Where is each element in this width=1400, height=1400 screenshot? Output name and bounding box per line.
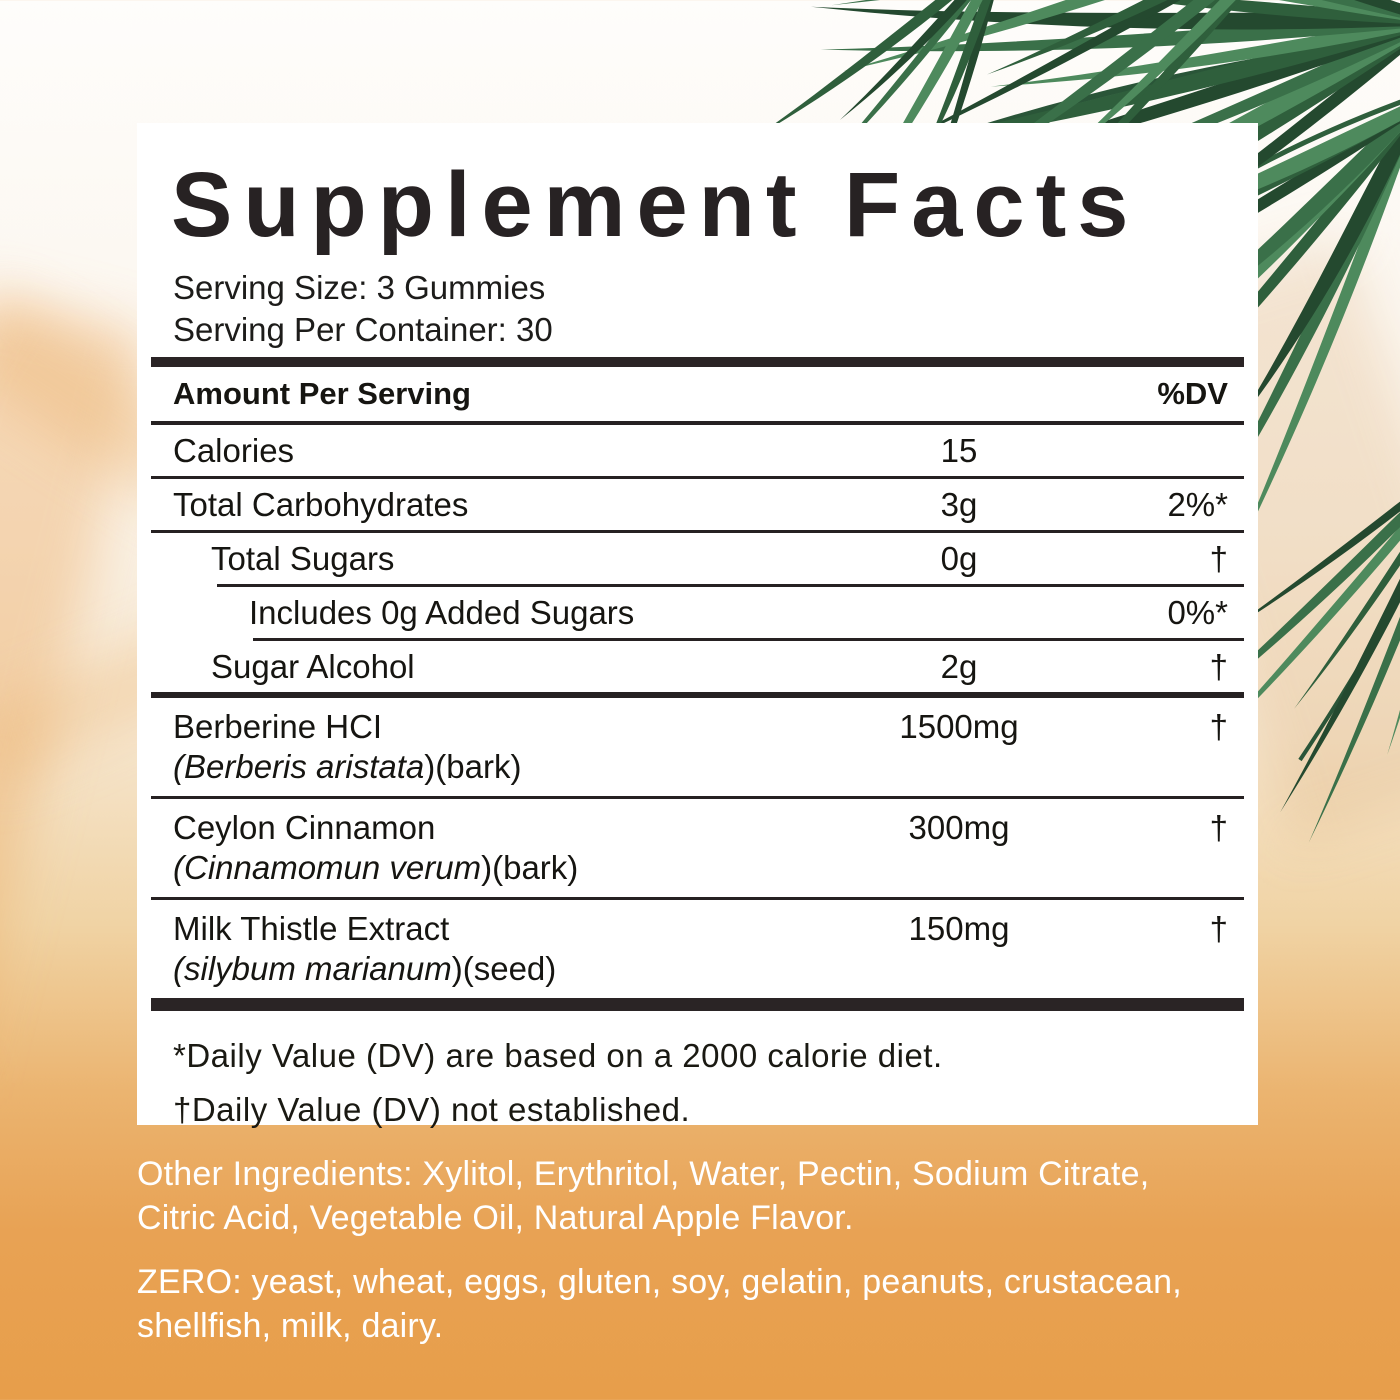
ingredient-name: Milk Thistle Extract — [173, 910, 450, 947]
other-ingredients-line1: Other Ingredients: Xylitol, Erythritol, … — [137, 1155, 1150, 1193]
row-name: Total Sugars — [211, 539, 395, 577]
serving-size: Serving Size: 3 Gummies — [173, 269, 546, 306]
footnote-dv-not-established: †Daily Value (DV) not established. — [173, 1091, 691, 1128]
zero-line2: shellfish, milk, dairy. — [137, 1307, 444, 1345]
ingredient-name: Ceylon Cinnamon — [173, 809, 436, 846]
row-amount: 0g — [940, 539, 978, 577]
thick-rule — [151, 692, 1244, 698]
table-row: Calories 15 — [151, 425, 1244, 476]
rule — [151, 476, 1244, 479]
ingredient-latin: (silybum marianum)(seed) — [173, 950, 557, 987]
row-dv: † — [1209, 539, 1228, 577]
row-amount: 15 — [940, 431, 978, 469]
row-name: Ceylon Cinnamon (Cinnamomun verum)(bark) — [151, 808, 824, 888]
palm-blade — [833, 0, 1400, 25]
bottom-statements: Other Ingredients: Xylitol, Erythritol, … — [137, 1152, 1377, 1348]
table-row: Includes 0g Added Sugars 0%* — [151, 587, 1244, 638]
palm-blade — [831, 0, 1300, 6]
row-dv: † — [1209, 910, 1228, 947]
dv-header: %DV — [1157, 376, 1228, 411]
thick-rule-bottom — [151, 998, 1244, 1011]
rule — [151, 897, 1244, 900]
row-name: Total Carbohydrates — [173, 485, 469, 523]
table-row: Total Sugars 0g † — [151, 533, 1244, 584]
table-header-row: Amount Per Serving %DV — [151, 367, 1244, 421]
table-row: Sugar Alcohol 2g † — [151, 641, 1244, 692]
ingredient-latin: (Cinnamomun verum)(bark) — [173, 849, 579, 886]
palm-blade — [985, 0, 1400, 25]
palm-blade — [820, 14, 1400, 52]
row-amount: 2g — [940, 647, 978, 685]
row-dv: 0%* — [1167, 593, 1228, 631]
palm-blade — [810, 6, 1400, 30]
row-name: Calories — [173, 431, 295, 469]
panel-title: Supplement Facts — [171, 154, 1140, 256]
rule — [151, 421, 1244, 425]
row-dv: † — [1209, 708, 1228, 745]
ingredient-name: Berberine HCI — [173, 708, 383, 745]
nutrition-table: Amount Per Serving %DV Calories 15 Total… — [151, 357, 1244, 1011]
row-dv: 2%* — [1167, 485, 1228, 523]
row-amount: 3g — [940, 485, 978, 523]
palm-blade — [839, 0, 1005, 120]
table-row: Berberine HCI (Berberis aristata)(bark) … — [151, 698, 1244, 796]
rule — [151, 530, 1244, 533]
palm-blade — [990, 16, 1400, 87]
row-name: Includes 0g Added Sugars — [249, 593, 635, 631]
palm-blade — [754, 0, 1005, 138]
supplement-facts-panel: Supplement Facts Serving Size: 3 Gummies… — [137, 123, 1258, 1128]
row-amount: 300mg — [908, 809, 1010, 846]
rule-indented — [217, 584, 1244, 587]
table-row: Milk Thistle Extract (silybum marianum)(… — [151, 900, 1244, 998]
servings-per-container: Serving Per Container: 30 — [173, 311, 553, 348]
palm-blade — [1009, 0, 1400, 25]
ingredient-latin: (Berberis aristata)(bark) — [173, 748, 522, 785]
row-dv: † — [1209, 809, 1228, 846]
other-ingredients-statement: Other Ingredients: Xylitol, Erythritol, … — [137, 1152, 1377, 1240]
palm-blade — [835, 0, 1400, 25]
footnotes: *Daily Value (DV) are based on a 2000 ca… — [173, 1037, 1244, 1129]
palm-blade — [842, 0, 1300, 72]
amount-per-serving-header: Amount Per Serving — [173, 376, 471, 411]
table-row: Total Carbohydrates 3g 2%* — [151, 479, 1244, 530]
thick-rule-top — [151, 357, 1244, 367]
rule — [151, 796, 1244, 799]
zero-line1: ZERO: yeast, wheat, eggs, gluten, soy, g… — [137, 1263, 1182, 1301]
row-name: Milk Thistle Extract (silybum marianum)(… — [151, 909, 824, 989]
zero-statement: ZERO: yeast, wheat, eggs, gluten, soy, g… — [137, 1260, 1377, 1348]
row-name: Berberine HCI (Berberis aristata)(bark) — [151, 707, 824, 787]
row-amount: 150mg — [908, 910, 1010, 947]
row-amount: 1500mg — [899, 708, 1019, 745]
footnote-dv-basis: *Daily Value (DV) are based on a 2000 ca… — [173, 1037, 943, 1074]
serving-info: Serving Size: 3 Gummies Serving Per Cont… — [173, 267, 1244, 351]
rule-indented — [253, 638, 1244, 641]
row-dv: † — [1209, 647, 1228, 685]
table-row: Ceylon Cinnamon (Cinnamomun verum)(bark)… — [151, 799, 1244, 897]
palm-blade — [987, 0, 1300, 75]
row-name: Sugar Alcohol — [211, 647, 415, 685]
other-ingredients-line2: Citric Acid, Vegetable Oil, Natural Appl… — [137, 1199, 854, 1237]
